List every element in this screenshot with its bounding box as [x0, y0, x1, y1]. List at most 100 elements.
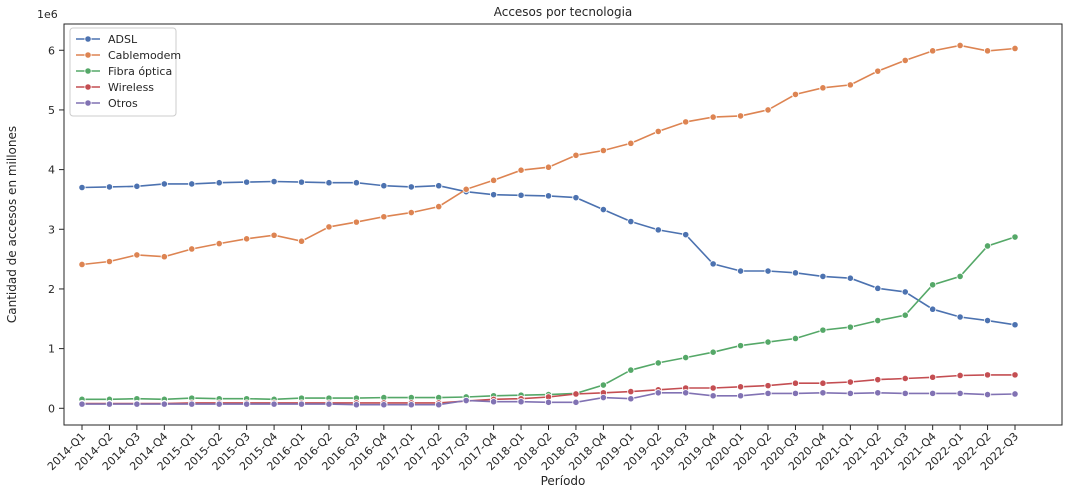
data-point	[270, 400, 278, 408]
legend-marker	[84, 51, 92, 59]
data-point	[929, 281, 937, 289]
data-point	[846, 274, 854, 282]
data-point	[105, 183, 114, 191]
legend-label: Cablemodem	[108, 49, 181, 62]
data-point	[1011, 44, 1019, 53]
y-tick-label: 4	[48, 164, 55, 177]
data-point	[188, 245, 196, 253]
data-point	[270, 177, 278, 186]
data-point	[78, 400, 86, 408]
data-point	[599, 205, 607, 214]
data-point	[627, 217, 635, 226]
data-point	[572, 398, 580, 406]
data-point	[490, 398, 498, 406]
data-point	[243, 400, 251, 408]
data-point	[901, 389, 909, 397]
series-cablemodem	[78, 41, 1019, 269]
y-tick-label: 3	[48, 223, 55, 236]
data-point	[874, 389, 882, 397]
data-point	[544, 163, 553, 171]
series-adsl	[78, 177, 1019, 329]
data-point	[983, 242, 992, 250]
data-point	[929, 373, 937, 381]
data-point	[517, 398, 525, 406]
data-point	[709, 260, 717, 268]
data-point	[380, 213, 388, 221]
data-point	[435, 182, 443, 190]
data-point	[352, 179, 361, 187]
legend-label: Wireless	[108, 81, 154, 94]
data-point	[874, 376, 882, 384]
data-point	[544, 398, 553, 406]
data-point	[380, 182, 388, 190]
data-point	[819, 379, 827, 387]
data-point	[490, 176, 498, 184]
data-point	[407, 208, 415, 217]
data-point	[1011, 321, 1019, 329]
data-point	[654, 127, 662, 136]
data-point	[517, 191, 525, 199]
data-point	[736, 392, 745, 400]
data-point	[243, 178, 251, 186]
data-point	[791, 90, 800, 99]
plot-frame	[63, 23, 1063, 426]
data-point	[929, 389, 937, 397]
data-point	[819, 272, 827, 281]
data-point	[627, 387, 635, 396]
data-point	[133, 251, 141, 259]
legend-item: Fibra óptica	[76, 65, 172, 78]
data-point	[901, 56, 909, 65]
y-tick-label: 2	[48, 283, 55, 296]
data-point	[352, 401, 361, 409]
data-point	[599, 381, 607, 389]
data-point	[462, 185, 470, 193]
legend-label: ADSL	[108, 33, 138, 46]
y-tick-label: 1	[48, 343, 55, 356]
legend-label: Otros	[108, 97, 138, 110]
chart-title: Accesos por tecnologia	[494, 5, 633, 19]
data-point	[874, 284, 882, 292]
legend: ADSL Cablemodem Fibra óptica Wireless Otros	[69, 27, 181, 117]
legend-item: ADSL	[76, 33, 138, 46]
data-point	[709, 113, 717, 121]
data-point	[517, 166, 525, 174]
legend-marker	[84, 99, 92, 107]
data-point	[133, 400, 141, 408]
data-point	[929, 305, 937, 313]
data-point	[325, 223, 333, 231]
data-point	[160, 253, 168, 261]
data-point	[572, 390, 580, 398]
data-point	[572, 194, 580, 202]
data-point	[188, 400, 196, 408]
data-point	[791, 389, 800, 397]
data-point	[846, 389, 854, 397]
data-point	[215, 239, 223, 248]
data-point	[572, 151, 580, 159]
data-point	[819, 84, 827, 92]
data-point	[709, 348, 717, 356]
data-point	[1011, 233, 1019, 241]
legend-label: Fibra óptica	[108, 65, 172, 78]
data-point	[846, 378, 854, 386]
y-axis-label: Cantidad de accesos en millones	[5, 126, 19, 323]
data-point	[654, 389, 662, 397]
data-point	[901, 311, 909, 319]
legend-item: Wireless	[76, 81, 154, 94]
data-point	[736, 267, 745, 275]
data-point	[105, 400, 114, 408]
data-point	[325, 400, 333, 408]
data-point	[956, 41, 964, 50]
series-otros	[78, 389, 1019, 409]
data-point	[78, 183, 86, 192]
data-point	[929, 47, 937, 55]
data-point	[956, 272, 964, 281]
data-point	[78, 260, 86, 269]
data-point	[791, 379, 800, 387]
data-point	[654, 226, 662, 234]
data-point	[297, 237, 306, 245]
data-point	[764, 389, 772, 397]
data-point	[791, 334, 800, 343]
legend-item: Cablemodem	[76, 49, 181, 62]
data-point	[682, 353, 690, 362]
data-point	[297, 400, 306, 408]
